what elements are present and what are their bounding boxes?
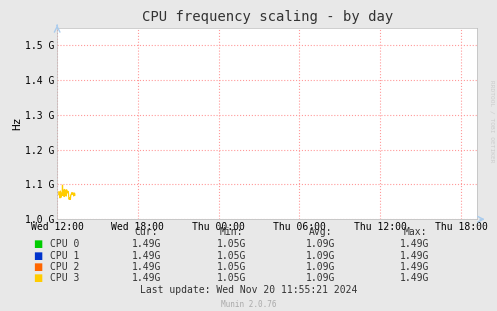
Text: 1.49G: 1.49G — [132, 239, 162, 249]
Text: 1.09G: 1.09G — [306, 262, 335, 272]
Text: ■: ■ — [33, 239, 42, 249]
Text: Munin 2.0.76: Munin 2.0.76 — [221, 300, 276, 309]
Text: 1.49G: 1.49G — [132, 262, 162, 272]
Title: CPU frequency scaling - by day: CPU frequency scaling - by day — [142, 10, 393, 24]
Text: 1.49G: 1.49G — [400, 262, 430, 272]
Text: 1.49G: 1.49G — [132, 273, 162, 283]
Text: ■: ■ — [33, 251, 42, 261]
Y-axis label: Hz: Hz — [12, 117, 22, 130]
Text: 1.49G: 1.49G — [132, 251, 162, 261]
Text: 1.49G: 1.49G — [400, 273, 430, 283]
Text: Max:: Max: — [403, 227, 427, 237]
Text: ■: ■ — [33, 262, 42, 272]
Text: 1.09G: 1.09G — [306, 251, 335, 261]
Text: 1.49G: 1.49G — [400, 251, 430, 261]
Text: Min:: Min: — [219, 227, 243, 237]
Text: 1.49G: 1.49G — [400, 239, 430, 249]
Text: CPU 0: CPU 0 — [50, 239, 79, 249]
Text: Last update: Wed Nov 20 11:55:21 2024: Last update: Wed Nov 20 11:55:21 2024 — [140, 285, 357, 295]
Text: 1.09G: 1.09G — [306, 273, 335, 283]
Text: 1.05G: 1.05G — [216, 239, 246, 249]
Text: 1.05G: 1.05G — [216, 251, 246, 261]
Text: 1.09G: 1.09G — [306, 239, 335, 249]
Text: CPU 2: CPU 2 — [50, 262, 79, 272]
Text: Avg:: Avg: — [309, 227, 332, 237]
Text: ■: ■ — [33, 273, 42, 283]
Text: Cur:: Cur: — [135, 227, 159, 237]
Text: CPU 1: CPU 1 — [50, 251, 79, 261]
Text: CPU 3: CPU 3 — [50, 273, 79, 283]
Text: 1.05G: 1.05G — [216, 273, 246, 283]
Text: 1.05G: 1.05G — [216, 262, 246, 272]
Text: RRDTOOL / TOBI OETIKER: RRDTOOL / TOBI OETIKER — [490, 80, 495, 163]
